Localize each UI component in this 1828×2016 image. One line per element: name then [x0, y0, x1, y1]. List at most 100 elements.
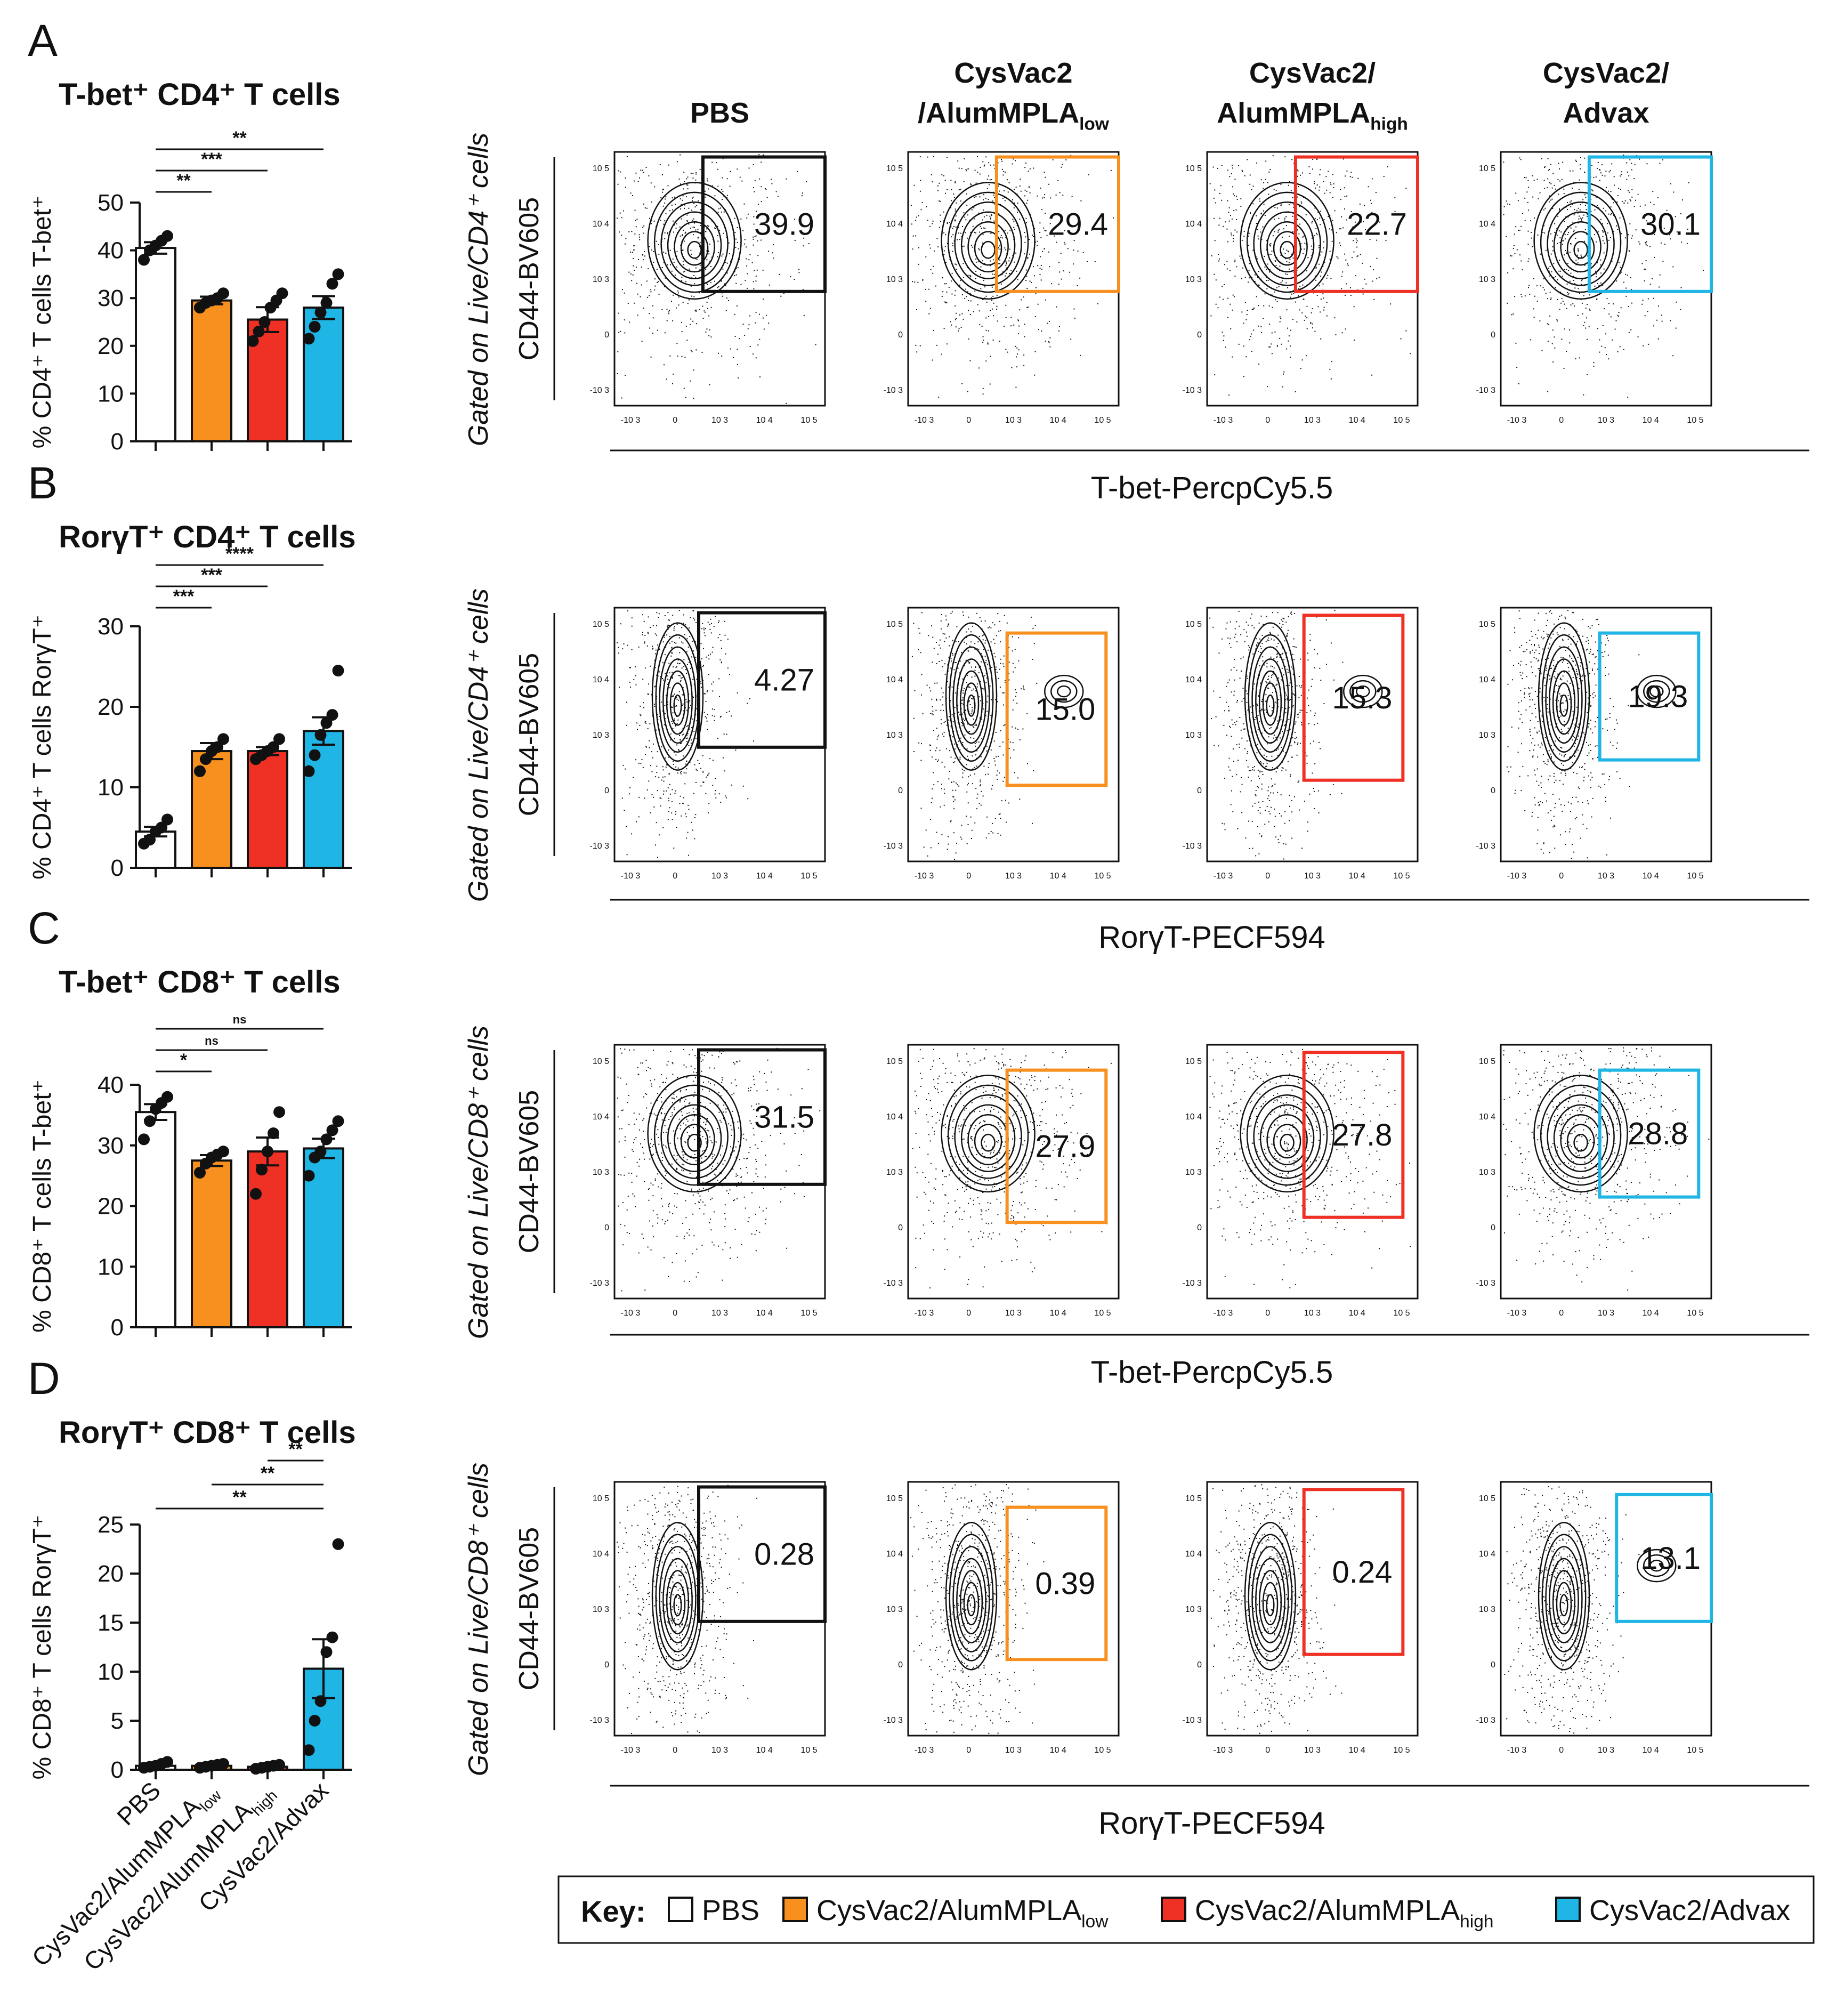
y-axis-label: % CD4⁺ T cells RorγT⁺ — [28, 615, 56, 880]
flow-plot-frame — [907, 607, 1120, 862]
contour-ring — [667, 211, 722, 279]
contour-ring — [659, 1546, 697, 1652]
contour-ring — [947, 191, 1029, 293]
flow-y-tick-label: 10 4 — [1479, 1112, 1495, 1122]
flow-x-tick-label: 0 — [966, 872, 971, 881]
bar — [135, 1111, 176, 1328]
contour-ring — [1540, 191, 1622, 293]
gate-percentage: 0.28 — [754, 1537, 814, 1572]
flow-plot: 10 5 10 4 10 3 0 -10 3 -10 3 0 10 3 10 4 10 5 39.9 — [590, 151, 827, 425]
contour-ring — [954, 201, 1022, 286]
flow-y-tick-label: 10 5 — [593, 1057, 609, 1066]
contour-ring — [1545, 646, 1583, 753]
gate-box — [1005, 1068, 1108, 1224]
flow-y-tick-label: 0 — [604, 1660, 609, 1670]
flow-y-tick-label: -10 3 — [884, 1716, 903, 1725]
contour-ring — [967, 1594, 976, 1617]
data-point — [256, 1164, 268, 1176]
y-axis-label: % CD8⁺ T cells T-bet⁺ — [28, 1079, 56, 1333]
contour-ring — [667, 1104, 722, 1172]
contour-ring — [941, 182, 1036, 300]
flow-plot-frame — [907, 1481, 1120, 1737]
significance-label: *** — [201, 565, 222, 585]
column-header-line1: CysVac2 — [954, 57, 1072, 89]
flow-x-tick-label: 0 — [673, 1309, 677, 1318]
contour-ring — [1573, 1133, 1588, 1152]
data-point — [314, 729, 327, 741]
flow-y-tick-label: -10 3 — [1183, 1279, 1202, 1288]
flow-x-tick-label: 10 3 — [1005, 1746, 1022, 1755]
data-point — [268, 741, 279, 753]
flow-plot-frame — [907, 1044, 1120, 1300]
data-point — [161, 813, 173, 826]
data-point — [194, 765, 206, 777]
flow-x-tick-label: 10 3 — [1304, 1309, 1321, 1318]
flow-x-tick-label: 0 — [1559, 872, 1564, 881]
contour-ring — [1637, 1549, 1677, 1583]
gate-box — [1587, 155, 1713, 293]
flow-y-tick-label: -10 3 — [884, 386, 903, 395]
contour-ring — [1280, 240, 1295, 259]
contour-ring — [1266, 1594, 1275, 1617]
flow-x-tick-label: 10 4 — [756, 416, 773, 425]
y-tick-label: 10 — [98, 381, 124, 407]
flow-x-axis-label: T-bet-PercpCy5.5 — [1091, 1355, 1333, 1390]
data-point — [262, 1146, 273, 1158]
flow-x-tick-label: 10 5 — [800, 872, 817, 881]
bar-chart-title: T-bet⁺ CD4⁺ T cells — [59, 77, 341, 112]
data-point — [320, 297, 333, 309]
flow-x-tick-label: 10 3 — [1598, 416, 1614, 425]
legend-entry-label: CysVac2/Advax — [1589, 1894, 1790, 1926]
y-tick-label: 25 — [98, 1512, 124, 1538]
flow-y-tick-label: -10 3 — [1183, 1716, 1202, 1725]
flow-y-tick-label: 0 — [1491, 330, 1495, 340]
contour-ring — [687, 1133, 702, 1152]
contour-ring — [954, 1094, 1022, 1179]
data-point — [268, 1127, 279, 1139]
data-point — [138, 254, 150, 266]
flow-y-tick-label: 0 — [604, 1223, 609, 1232]
contour-lines — [1533, 182, 1628, 300]
flow-plot: 10 5 10 4 10 3 0 -10 3 -10 3 0 10 3 10 4 10 5 27.9 — [884, 1044, 1120, 1318]
flow-y-tick-label: 10 3 — [886, 275, 903, 284]
legend-key: Key: PBS CysVac2/AlumMPLAlow CysVac2/AlumMP… — [557, 1875, 1815, 1944]
contour-ring — [680, 1124, 709, 1159]
gate-percentage: 31.5 — [754, 1100, 814, 1135]
contour-lines — [1244, 622, 1383, 771]
flow-x-tick-label: -10 3 — [1214, 1309, 1233, 1318]
contour-ring — [1343, 674, 1383, 708]
data-point — [273, 1106, 285, 1118]
flow-y-tick-label: 10 4 — [886, 675, 903, 684]
flow-y-tick-label: 10 5 — [1479, 164, 1495, 173]
contour-ring — [674, 221, 715, 273]
flow-y-tick-label: 0 — [898, 786, 903, 795]
data-point — [332, 1115, 344, 1127]
contour-ring — [651, 1521, 704, 1671]
flow-x-tick-label: 10 3 — [711, 1746, 728, 1755]
contour-ring — [669, 1582, 686, 1626]
flow-y-tick-label: 10 3 — [1185, 275, 1202, 284]
gate-percentage: 29.4 — [1048, 207, 1108, 242]
flow-y-tick-label: 10 5 — [1479, 620, 1495, 629]
contour-ring — [1255, 1558, 1285, 1643]
contour-ring — [1541, 634, 1587, 762]
flow-x-tick-label: -10 3 — [915, 1309, 934, 1318]
contour-ring — [1545, 1546, 1583, 1652]
flow-x-axis-label: RorγT-PECF594 — [1098, 1806, 1325, 1841]
flow-y-tick-label: 10 5 — [1185, 620, 1202, 629]
contour-lines — [651, 1521, 704, 1671]
gating-label: Gated on Live/CD4⁺ cells — [463, 133, 494, 446]
contour-ring — [945, 1521, 998, 1671]
contour-ring — [1259, 211, 1315, 279]
flow-x-tick-label: 0 — [1265, 1309, 1270, 1318]
column-header-line2: Advax — [1563, 97, 1649, 129]
data-point — [326, 1124, 338, 1136]
gate-percentage: 28.8 — [1628, 1117, 1688, 1151]
y-tick-label: 40 — [98, 1072, 124, 1098]
flow-y-tick-label: 0 — [604, 786, 609, 795]
flow-x-tick-label: 0 — [1559, 1746, 1564, 1755]
flow-y-tick-label: 10 5 — [1185, 1057, 1202, 1066]
data-point — [212, 741, 223, 753]
flow-x-tick-label: 10 4 — [1643, 416, 1659, 425]
flow-y-tick-label: -10 3 — [1183, 386, 1202, 395]
